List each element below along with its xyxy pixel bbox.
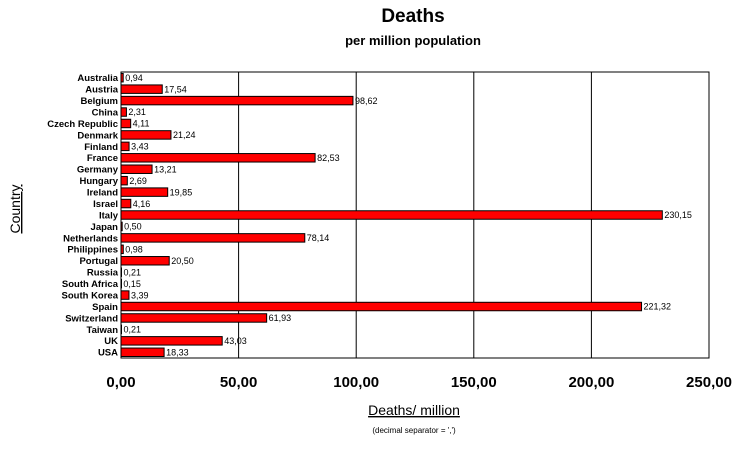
data-label: 3,43 <box>131 142 149 152</box>
data-label: 4,16 <box>133 199 151 209</box>
category-label: Spain <box>92 302 118 313</box>
category-label: Ireland <box>87 188 118 199</box>
decimal-separator-note: (decimal separator = ',') <box>372 426 456 435</box>
category-label: France <box>87 153 118 164</box>
bar <box>120 233 306 243</box>
data-label: 0,98 <box>125 245 143 255</box>
category-label: Denmark <box>77 130 118 141</box>
bar <box>120 198 132 209</box>
category-label: Australia <box>77 73 118 84</box>
data-label: 0,94 <box>125 73 143 83</box>
category-label: Austria <box>85 85 118 96</box>
data-label: 0,15 <box>123 279 141 289</box>
chart-subtitle: per million population <box>345 33 481 48</box>
category-label: Netherlands <box>63 233 118 244</box>
data-label: 0,21 <box>123 267 141 277</box>
bar <box>120 118 132 129</box>
x-tick-label: 150,00 <box>451 374 497 391</box>
x-tick-label: 200,00 <box>568 374 614 391</box>
value-labels: 0,94 17,54 98,62 2,31 4,11 21,24 3,43 82,53 13,2… <box>123 73 691 358</box>
category-label: Germany <box>77 165 119 176</box>
data-label: 221,32 <box>644 302 672 312</box>
bar <box>120 107 127 117</box>
category-label: Czech Republic <box>47 119 118 130</box>
category-label: Italy <box>99 210 119 221</box>
category-label: Belgium <box>81 96 118 107</box>
category-label: Israel <box>93 199 118 210</box>
category-label: Philippines <box>67 245 118 256</box>
bar <box>120 290 130 300</box>
bar <box>120 95 354 106</box>
category-label: South Africa <box>62 279 119 290</box>
data-label: 2,31 <box>128 107 146 117</box>
data-label: 17,54 <box>164 84 187 94</box>
category-label: UK <box>104 336 118 347</box>
category-label: Japan <box>91 222 119 233</box>
chart-title: Deaths <box>381 6 445 27</box>
data-label: 13,21 <box>154 164 177 174</box>
x-tick-label: 0,00 <box>106 374 135 391</box>
data-label: 61,93 <box>269 313 292 323</box>
category-label: USA <box>98 348 118 359</box>
data-label: 82,53 <box>317 153 340 163</box>
bar <box>120 175 128 186</box>
data-label: 19,85 <box>170 187 193 197</box>
data-label: 230,15 <box>664 210 692 220</box>
data-label: 20,50 <box>171 256 194 266</box>
data-label: 2,69 <box>129 176 147 186</box>
bars <box>120 72 663 358</box>
bar <box>120 187 169 197</box>
bar <box>120 141 130 152</box>
bar <box>120 256 170 266</box>
category-label: Switzerland <box>65 313 118 324</box>
category-label: Hungary <box>79 176 118 187</box>
bar <box>120 84 163 94</box>
category-label: Taiwan <box>87 325 119 336</box>
data-label: 0,21 <box>123 325 141 335</box>
x-tick-label: 50,00 <box>220 374 258 391</box>
data-label: 78,14 <box>307 233 330 243</box>
plot-frame <box>120 71 710 359</box>
data-label: 98,62 <box>355 96 378 106</box>
bar <box>120 130 172 140</box>
bar <box>120 301 643 312</box>
y-axis-title: Country <box>7 184 23 233</box>
data-label: 0,50 <box>124 222 142 232</box>
data-label: 18,33 <box>166 347 189 357</box>
data-label: 43,03 <box>224 336 247 346</box>
category-label: China <box>92 107 119 118</box>
data-label: 3,39 <box>131 290 149 300</box>
data-label: 21,24 <box>173 130 196 140</box>
category-label: South Korea <box>62 290 119 301</box>
data-label: 4,11 <box>133 119 150 129</box>
x-axis-title: Deaths/ million <box>368 402 460 418</box>
bar <box>120 153 316 163</box>
category-label: Finland <box>84 142 118 153</box>
category-label: Russia <box>87 268 119 279</box>
x-tick-label: 250,00 <box>686 374 732 391</box>
x-tick-labels: 0,00 50,00 100,00 150,00 200,00 250,00 <box>106 374 732 391</box>
bar <box>120 347 165 358</box>
x-tick-label: 100,00 <box>333 374 379 391</box>
bar <box>120 313 268 323</box>
bar <box>120 164 153 174</box>
category-label: Portugal <box>79 256 118 267</box>
bar <box>120 336 223 346</box>
bar <box>120 210 663 220</box>
